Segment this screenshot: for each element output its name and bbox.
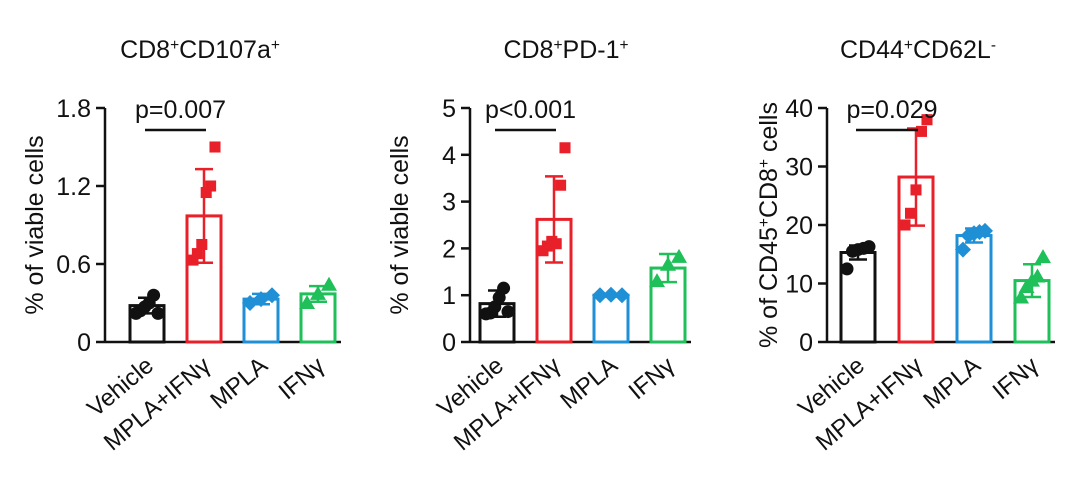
data-point	[660, 256, 676, 271]
data-point	[910, 184, 922, 196]
data-point	[555, 179, 567, 191]
chart-title: CD44+CD62L-	[840, 36, 996, 64]
bar-3	[592, 293, 630, 344]
p-value-label: p=0.029	[846, 96, 937, 124]
chart-title: CD8+PD-1+	[503, 36, 628, 64]
data-point	[955, 241, 971, 258]
data-point	[299, 295, 315, 309]
chart-panel-cd107a: CD8+CD107a+00.61.21.8% of viable cellsVe…	[21, 36, 341, 456]
data-point	[205, 180, 217, 192]
data-point	[592, 287, 608, 304]
data-point	[151, 306, 165, 320]
p-value-label: p=0.007	[135, 96, 226, 124]
y-tick-label: 40	[785, 95, 813, 123]
data-point	[497, 281, 511, 295]
data-point	[550, 238, 562, 250]
y-tick-label: 1.2	[56, 173, 91, 201]
data-point	[310, 285, 326, 300]
data-point	[1035, 249, 1051, 264]
chart-panel-cd44-cd62l: CD44+CD62L- 0 10 20 30 40% of CD45+CD8+ cells…	[755, 36, 1055, 456]
data-point	[614, 287, 630, 304]
data-point	[147, 288, 161, 302]
data-point	[200, 186, 212, 199]
y-tick-label: 1	[442, 282, 456, 310]
y-axis-label: % of viable cells	[386, 135, 414, 314]
y-tick-label: 3	[442, 189, 456, 217]
data-point	[899, 219, 911, 231]
data-point	[671, 248, 687, 263]
category-label: IFNγ	[988, 352, 1044, 405]
data-point	[921, 114, 933, 126]
data-point	[649, 273, 665, 288]
data-point	[264, 287, 280, 304]
y-tick-label: 2	[442, 235, 456, 263]
data-point	[196, 238, 208, 251]
data-point	[321, 276, 337, 291]
data-point	[603, 286, 619, 303]
data-point	[501, 305, 515, 319]
category-label: MPLA	[918, 352, 985, 415]
category-label: IFNγ	[274, 352, 330, 405]
category-label: MPLA	[555, 352, 622, 415]
data-point	[559, 142, 571, 154]
chart-title: CD8+CD107a+	[120, 36, 280, 64]
y-tick-label: 0	[77, 329, 91, 357]
y-tick-label: 0	[799, 329, 813, 357]
y-axis-label: % of viable cells	[21, 135, 49, 314]
data-point	[191, 248, 203, 260]
y-axis-label: % of CD45+CD8+ cells	[755, 102, 783, 348]
y-tick-label: 5	[442, 95, 456, 123]
data-point	[915, 125, 928, 137]
category-label: IFNγ	[624, 352, 680, 405]
data-point	[840, 262, 854, 276]
y-tick-label: 4	[442, 142, 456, 170]
y-tick-label: 0.6	[56, 251, 91, 279]
data-point	[1013, 289, 1029, 304]
category-label: MPLA	[205, 352, 272, 415]
data-point	[904, 207, 917, 219]
data-point	[977, 222, 993, 239]
p-value-label: p<0.001	[485, 96, 576, 124]
y-tick-label: 1.8	[56, 95, 91, 123]
data-point	[1029, 268, 1046, 283]
data-point	[187, 254, 199, 266]
data-point	[862, 240, 876, 254]
y-tick-label: 20	[785, 212, 813, 240]
y-tick-label: 0	[442, 329, 456, 357]
data-point	[209, 141, 221, 153]
y-tick-label: 30	[785, 154, 813, 182]
y-tick-label: 10	[785, 271, 813, 299]
